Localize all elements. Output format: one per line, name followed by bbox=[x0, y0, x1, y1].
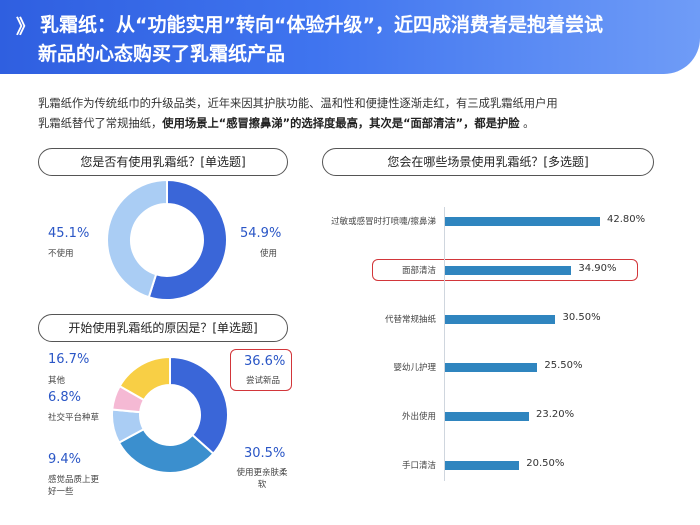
scenario-bar-value: 30.50% bbox=[562, 311, 601, 323]
usage-no-value: 45.1% bbox=[48, 226, 90, 241]
reason-social-label: 社交平台种草 bbox=[48, 413, 100, 423]
intro-line2-bold: 使用场景上“感冒擦鼻涕”的选择度最高，其次是“面部清洁”，都是护脸 bbox=[162, 117, 520, 130]
scenario-bar bbox=[445, 217, 600, 226]
scenario-bar-label: 外出使用 bbox=[401, 412, 436, 423]
reason-soft-value: 30.5% bbox=[244, 446, 286, 461]
usage-no-label: 不使用 bbox=[48, 249, 74, 259]
scenario-bar-label: 代替常规抽纸 bbox=[384, 314, 436, 325]
scenario-bar bbox=[445, 314, 556, 324]
scenario-bar bbox=[445, 461, 520, 470]
reason-chart-title: 开始使用乳霜纸的原因是？[单选题] bbox=[68, 321, 258, 335]
reason-new-value: 36.6% bbox=[244, 354, 286, 369]
usage-slice-0 bbox=[147, 178, 228, 301]
reason-other-label: 其他 bbox=[48, 376, 66, 386]
reason-social-value: 6.8% bbox=[48, 390, 82, 405]
header-banner: 》 乳霜纸：从“功能实用”转向“体验升级”，近四成消费者是抱着尝试 新品的心态购… bbox=[0, 0, 700, 74]
usage-chart-title: 您是否有使用乳霜纸？[单选题] bbox=[80, 155, 246, 169]
usage-yes-label: 使用 bbox=[260, 249, 278, 259]
scenario-bar-value: 42.80% bbox=[607, 214, 646, 225]
usage-slice-1 bbox=[106, 178, 168, 299]
reason-soft-label: 使用更亲肤柔软 bbox=[236, 468, 288, 490]
reason-quality-label: 感觉品质上更好一些 bbox=[48, 475, 100, 497]
scenario-bar bbox=[445, 363, 538, 373]
scenario-face-highlight bbox=[372, 259, 638, 281]
chevron-right-icon: 》 bbox=[16, 16, 35, 38]
scenario-chart-title: 您会在哪些场景使用乳霜纸？[多选题] bbox=[387, 155, 589, 169]
reason-slice-1 bbox=[117, 427, 215, 474]
usage-yes-value: 54.9% bbox=[240, 226, 282, 241]
scenario-bar-value: 34.90% bbox=[578, 262, 617, 274]
scenario-bar-value: 25.50% bbox=[544, 360, 583, 372]
reason-other-value: 16.7% bbox=[48, 352, 90, 367]
reason-new-highlight bbox=[230, 349, 292, 391]
usage-question-box: 您是否有使用乳霜纸？[单选题] bbox=[38, 148, 288, 176]
scenario-bar-label: 过敏或感冒时打喷嚏/擦鼻涕 bbox=[331, 217, 436, 227]
scenario-bar-label: 婴幼儿护理 bbox=[393, 363, 436, 374]
page-title-line2: 新品的心态购买了乳霜纸产品 bbox=[38, 43, 286, 65]
scenario-bar-label: 手口清洁 bbox=[401, 461, 436, 471]
scenario-bar-value: 20.50% bbox=[526, 458, 565, 469]
reason-new-label: 尝试新品 bbox=[246, 376, 281, 386]
page-title-line1: 乳霜纸：从“功能实用”转向“体验升级”，近四成消费者是抱着尝试 bbox=[40, 14, 603, 36]
reason-question-box: 开始使用乳霜纸的原因是？[单选题] bbox=[38, 314, 288, 342]
reason-slice-4 bbox=[118, 355, 171, 402]
intro-line1: 乳霜纸作为传统纸巾的升级品类，近年来因其护肤功能、温和性和便捷性逐渐走红，有三成… bbox=[38, 97, 558, 110]
reason-slice-0 bbox=[169, 355, 229, 456]
scenario-question-box: 您会在哪些场景使用乳霜纸？[多选题] bbox=[322, 148, 654, 176]
scenario-bar bbox=[445, 412, 530, 422]
reason-quality-value: 9.4% bbox=[48, 452, 82, 467]
intro-line2-end: 。 bbox=[519, 117, 535, 130]
intro-line2-plain: 乳霜纸替代了常规抽纸， bbox=[38, 117, 163, 130]
scenario-bar-value: 23.20% bbox=[536, 409, 575, 421]
intro-paragraph: 乳霜纸作为传统纸巾的升级品类，近年来因其护肤功能、温和性和便捷性逐渐走红，有三成… bbox=[38, 94, 668, 134]
intro-line2: 乳霜纸替代了常规抽纸，使用场景上“感冒擦鼻涕”的选择度最高，其次是“面部清洁”，… bbox=[38, 114, 668, 134]
scenario-bar bbox=[445, 265, 572, 275]
scenario-bar-label: 面部清洁 bbox=[401, 265, 436, 276]
scenario-axis-line bbox=[444, 207, 445, 481]
